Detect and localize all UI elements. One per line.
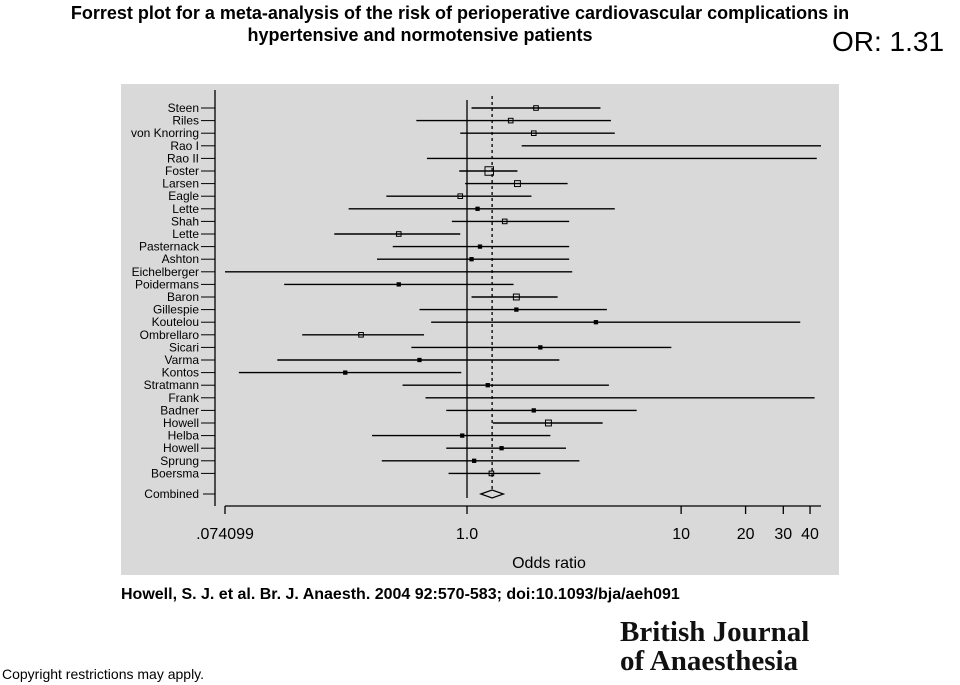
combined-label: Combined	[144, 487, 199, 501]
study-label-10: Lette	[172, 227, 199, 241]
study-label-17: Koutelou	[152, 315, 199, 329]
study-label-13: Eichelberger	[132, 265, 199, 279]
x-axis-label: Odds ratio	[512, 555, 586, 572]
study-label-25: Howell	[163, 416, 199, 430]
combined-diamond	[479, 489, 506, 499]
logo-line-2: of Anaesthesia	[620, 645, 799, 677]
study-point-10	[395, 231, 402, 237]
study-label-16: Gillespie	[153, 303, 199, 317]
study-label-3: Rao I	[170, 139, 199, 153]
chart-title: Forrest plot for a meta-analysis of the …	[0, 2, 960, 46]
study-label-21: Kontos	[162, 366, 199, 380]
study-label-6: Larsen	[162, 177, 199, 191]
study-label-19: Sicari	[169, 340, 199, 354]
study-label-24: Badner	[160, 403, 199, 417]
study-label-14: Poidermans	[135, 277, 199, 291]
study-point-20	[417, 357, 422, 363]
study-label-18: Ombrellaro	[140, 328, 200, 342]
x-tick-label-3: 20	[737, 526, 755, 543]
title-line-1: Forrest plot for a meta-analysis of the …	[70, 3, 850, 23]
study-point-11	[477, 244, 483, 249]
study-point-22	[485, 383, 490, 388]
study-label-7: Eagle	[168, 189, 199, 203]
citation: Howell, S. J. et al. Br. J. Anaesth. 200…	[121, 586, 680, 603]
study-label-27: Howell	[163, 441, 199, 455]
study-point-27	[499, 446, 504, 451]
study-label-0: Steen	[168, 101, 199, 115]
study-point-2	[530, 130, 537, 137]
study-label-26: Helba	[168, 429, 200, 443]
journal-logo: British Journal of Anaesthesia	[620, 618, 832, 676]
study-label-1: Riles	[172, 114, 199, 128]
study-point-29	[488, 470, 495, 477]
study-point-16	[514, 307, 519, 312]
study-point-5	[484, 166, 494, 176]
study-label-8: Lette	[172, 202, 199, 216]
study-label-11: Pasternack	[139, 240, 200, 254]
study-label-2: von Knorring	[131, 126, 199, 140]
study-label-15: Baron	[167, 290, 199, 304]
logo-line-1: British Journal	[620, 616, 810, 648]
study-point-9	[501, 218, 508, 225]
study-point-1	[507, 117, 514, 124]
study-label-22: Stratmann	[144, 378, 199, 392]
study-label-28: Sprung	[160, 454, 199, 468]
study-label-29: Boersma	[151, 466, 199, 480]
study-point-18	[358, 332, 364, 338]
study-point-7	[457, 193, 464, 200]
study-label-12: Ashton	[162, 252, 199, 266]
study-point-6	[513, 180, 521, 188]
study-point-28	[472, 458, 477, 463]
study-point-15	[512, 293, 520, 301]
study-point-19	[538, 345, 543, 350]
study-point-26	[460, 433, 465, 438]
title-line-2: hypertensive and normotensive patients	[247, 25, 593, 45]
study-point-24	[531, 408, 536, 413]
forest-plot-panel: .074099 1.0 10 20 30 40 Odds ratio Steen Riles vo…	[121, 84, 839, 575]
x-tick-label-0: .074099	[196, 526, 254, 543]
study-point-12	[469, 257, 474, 262]
study-label-23: Frank	[168, 391, 200, 405]
forest-plot: .074099 1.0 10 20 30 40 Odds ratio SteenRilesvo…	[121, 84, 839, 575]
study-label-5: Foster	[165, 164, 199, 178]
x-tick-label-1: 1.0	[456, 526, 478, 543]
summary-odds-ratio: OR: 1.31	[832, 26, 945, 57]
x-tick-label-2: 10	[672, 526, 690, 543]
study-point-14	[396, 282, 401, 287]
copyright-notice: Copyright restrictions may apply.	[2, 666, 205, 682]
x-tick-label-5: 40	[801, 526, 819, 543]
study-point-0	[533, 105, 539, 111]
study-point-17	[593, 320, 599, 325]
study-point-25	[544, 419, 552, 427]
study-point-8	[475, 206, 480, 211]
study-label-9: Shah	[171, 214, 199, 228]
x-tick-label-4: 30	[774, 526, 792, 543]
study-label-4: Rao II	[167, 151, 199, 165]
plot-background	[121, 84, 839, 575]
study-label-20: Varma	[165, 353, 200, 367]
study-point-21	[343, 370, 348, 375]
